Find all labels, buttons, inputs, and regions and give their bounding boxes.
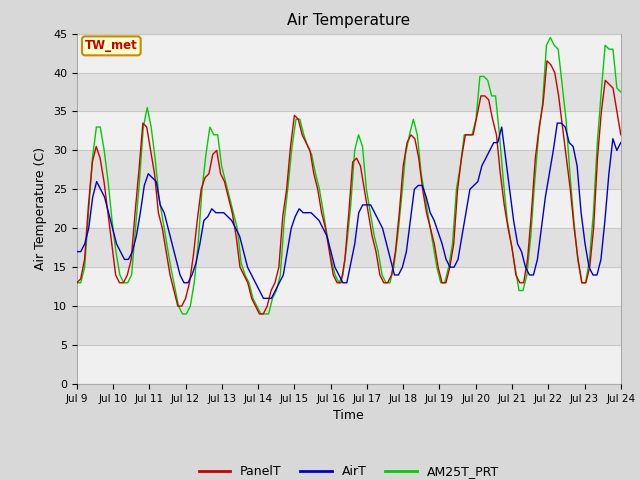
Bar: [77, 189, 621, 228]
AirT: [260, 296, 268, 301]
Bar: [77, 267, 621, 306]
Title: Air Temperature: Air Temperature: [287, 13, 410, 28]
AirT: [275, 280, 283, 286]
AirT: [466, 186, 474, 192]
PanelT: [598, 108, 605, 114]
AM25T_PRT: [347, 202, 355, 208]
Line: AirT: AirT: [77, 123, 621, 299]
PanelT: [252, 303, 259, 309]
Line: AM25T_PRT: AM25T_PRT: [77, 37, 621, 314]
AirT: [73, 249, 81, 254]
Bar: [77, 306, 621, 345]
AirT: [291, 214, 299, 219]
Bar: [77, 150, 621, 189]
Bar: [77, 228, 621, 267]
Y-axis label: Air Temperature (C): Air Temperature (C): [35, 147, 47, 270]
AirT: [538, 226, 545, 231]
AM25T_PRT: [104, 179, 112, 184]
Line: PanelT: PanelT: [77, 61, 621, 314]
Bar: [77, 345, 621, 384]
AirT: [554, 120, 561, 126]
AM25T_PRT: [547, 35, 554, 40]
PanelT: [617, 132, 625, 138]
PanelT: [77, 276, 84, 282]
AM25T_PRT: [93, 124, 100, 130]
PanelT: [555, 93, 563, 99]
PanelT: [73, 280, 81, 286]
AM25T_PRT: [179, 311, 186, 317]
Text: TW_met: TW_met: [85, 39, 138, 52]
Legend: PanelT, AirT, AM25T_PRT: PanelT, AirT, AM25T_PRT: [194, 460, 504, 480]
Bar: [77, 72, 621, 111]
AM25T_PRT: [128, 272, 136, 278]
AirT: [387, 256, 394, 262]
Bar: [77, 34, 621, 72]
AirT: [613, 147, 621, 153]
PanelT: [543, 58, 551, 64]
AM25T_PRT: [617, 89, 625, 95]
AirT: [617, 140, 625, 145]
AM25T_PRT: [304, 144, 312, 149]
AM25T_PRT: [73, 280, 81, 286]
AM25T_PRT: [171, 284, 179, 289]
X-axis label: Time: Time: [333, 409, 364, 422]
PanelT: [104, 210, 112, 216]
Bar: [77, 111, 621, 150]
PanelT: [255, 311, 263, 317]
PanelT: [540, 101, 547, 107]
